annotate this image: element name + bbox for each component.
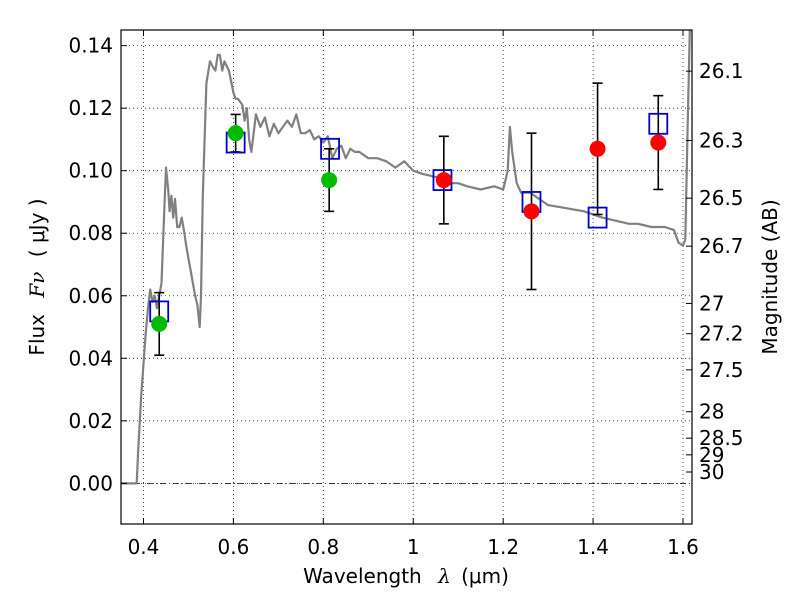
x-tick-label: 1.4 (577, 535, 609, 559)
x-axis-label-text: Wavelength (303, 564, 422, 588)
x-axis-ticks: 0.4 0.6 0.8 1 1.2 1.4 1.6 (128, 30, 699, 559)
x-tick-label: 0.6 (217, 535, 249, 559)
magnitude-tick-label: 26.3 (699, 129, 744, 153)
nir-point (650, 134, 667, 151)
data-markers (149, 112, 669, 332)
nir-point (523, 203, 540, 220)
magnitude-axis-label: Magnitude (AB) (758, 199, 782, 354)
x-tick-label: 0.4 (128, 535, 160, 559)
magnitude-tick-label: 26.5 (699, 186, 744, 210)
magnitude-tick-label: 27.5 (699, 358, 744, 382)
model-square-marker (648, 112, 669, 135)
nir-point (589, 140, 606, 157)
sed-curve (121, 29, 691, 485)
y-axis-label-symbol: Fν (25, 272, 49, 299)
x-axis-label-symbol: λ (437, 564, 451, 588)
magnitude-tick-label: 26.7 (699, 234, 744, 258)
y-axis-label: Flux Fν ( μJy ) (25, 198, 49, 355)
model-square-marker (320, 137, 340, 160)
x-tick-label: 1.2 (487, 535, 519, 559)
y-tick-label: 0.04 (68, 346, 113, 370)
y-tick-label: 0.02 (68, 409, 113, 433)
x-tick-label: 1 (407, 535, 420, 559)
y-axis-label-text: Flux (25, 314, 49, 356)
optical-point (321, 172, 338, 189)
x-tick-label: 0.8 (307, 535, 339, 559)
y-tick-label: 0.10 (68, 159, 113, 183)
model-square-marker (587, 206, 608, 229)
magnitude-tick-label: 30 (699, 460, 724, 484)
model-sed-line (121, 29, 691, 485)
nir-point (435, 172, 452, 189)
optical-point (227, 125, 244, 142)
x-axis-label-unit: (μm) (461, 564, 509, 588)
error-bars (154, 82, 664, 356)
y-tick-label: 0.00 (68, 471, 113, 495)
magnitude-tick-label: 28 (699, 400, 724, 424)
y-tick-label: 0.12 (68, 96, 113, 120)
x-tick-label: 1.6 (667, 535, 699, 559)
optical-point (151, 315, 168, 332)
magnitude-tick-label: 26.1 (699, 59, 744, 83)
plot-frame (120, 29, 693, 525)
y-tick-label: 0.08 (68, 221, 113, 245)
y-axis-ticks: 0.00 0.02 0.04 0.06 0.08 0.10 0.12 0.14 (68, 34, 127, 495)
magnitude-tick-label: 28.5 (699, 426, 744, 450)
y-axis-label-unit: ( μJy ) (25, 198, 49, 257)
magnitude-tick-label: 29 (699, 443, 724, 467)
x-axis-label: Wavelength λ (μm) (303, 564, 509, 588)
y-tick-label: 0.14 (68, 34, 113, 58)
magnitude-tick-label: 27 (699, 291, 724, 315)
magnitude-tick-label: 27.2 (699, 322, 744, 346)
y-tick-label: 0.06 (68, 284, 113, 308)
axes-frame (120, 29, 693, 525)
